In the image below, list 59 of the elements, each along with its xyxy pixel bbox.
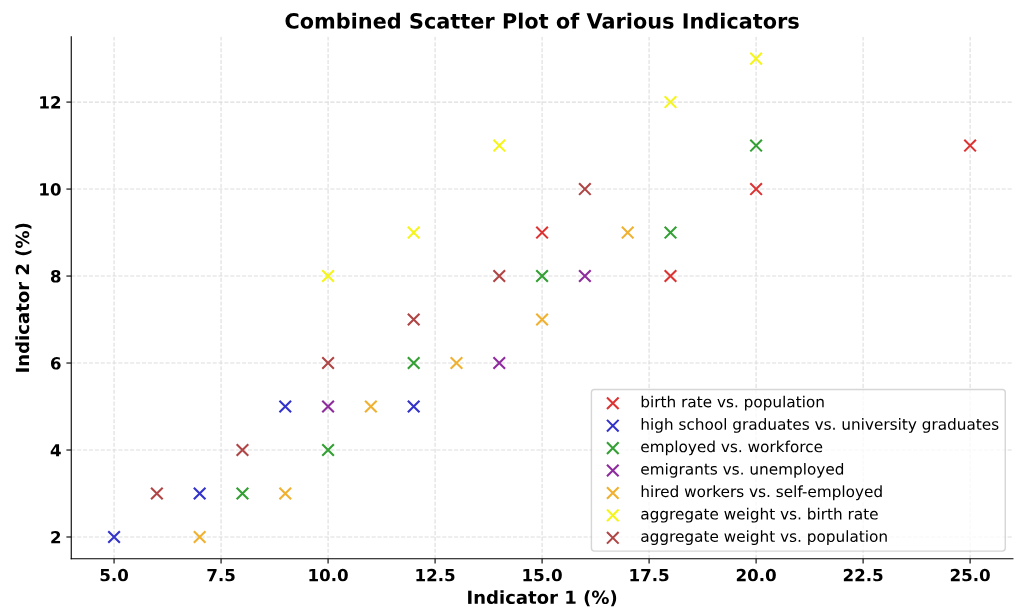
legend-label: employed vs. workforce (641, 440, 823, 456)
legend-label: aggregate weight vs. population (641, 530, 887, 545)
point (535, 269, 549, 283)
point (749, 51, 763, 66)
point (406, 356, 421, 370)
x-tick-label: 10.0 (309, 568, 348, 582)
point (278, 486, 293, 501)
x-tick-label: 17.5 (630, 568, 669, 582)
point (321, 356, 335, 370)
point (235, 486, 250, 501)
y-tick-label: 6 (50, 357, 61, 370)
x-tick-label: 15.0 (523, 568, 562, 582)
point (663, 225, 678, 240)
point (963, 138, 977, 153)
legend-label: high school graduates vs. university graduates (641, 418, 999, 433)
point (321, 399, 335, 414)
point (578, 269, 592, 283)
point (535, 225, 549, 240)
point (235, 443, 250, 457)
x-tick-label: 20.0 (736, 568, 776, 582)
y-tick-label: 8 (50, 270, 61, 283)
point (492, 138, 507, 153)
x-tick-label: 22.5 (843, 568, 883, 582)
point (535, 312, 549, 327)
point (321, 269, 335, 283)
x-tick-label: 7.5 (207, 568, 235, 582)
point (578, 182, 592, 196)
point (749, 182, 763, 196)
point (406, 312, 421, 327)
point (663, 95, 678, 109)
point (620, 225, 635, 240)
point (321, 443, 335, 457)
y-tick-label: 2 (51, 530, 61, 544)
point (192, 486, 207, 501)
x-tick-label: 5.0 (100, 568, 129, 582)
point (364, 399, 378, 414)
legend-label: hired workers vs. self-employed (641, 485, 882, 501)
legend-label: birth rate vs. population (641, 395, 824, 411)
point (492, 269, 507, 283)
y-axis-title: Indicator 2 (%) (15, 223, 32, 372)
point (192, 530, 207, 544)
point (278, 399, 293, 414)
x-axis-title: Indicator 1 (%) (468, 590, 617, 607)
point (663, 269, 678, 283)
point (150, 486, 164, 501)
y-tick-label: 4 (50, 444, 61, 457)
point (449, 356, 464, 370)
point (492, 356, 507, 370)
x-tick-label: 12.5 (416, 568, 455, 582)
y-tick-label: 12 (40, 96, 61, 109)
point (406, 399, 421, 414)
legend-label: aggregate weight vs. birth rate (641, 507, 878, 523)
chart-title: Combined Scatter Plot of Various Indicators (285, 12, 799, 29)
x-tick-label: 25.0 (950, 568, 990, 582)
legend-label: emigrants vs. unemployed (641, 462, 844, 478)
point (107, 530, 121, 544)
point (406, 225, 421, 240)
y-tick-label: 10 (40, 183, 61, 196)
point (749, 138, 763, 153)
